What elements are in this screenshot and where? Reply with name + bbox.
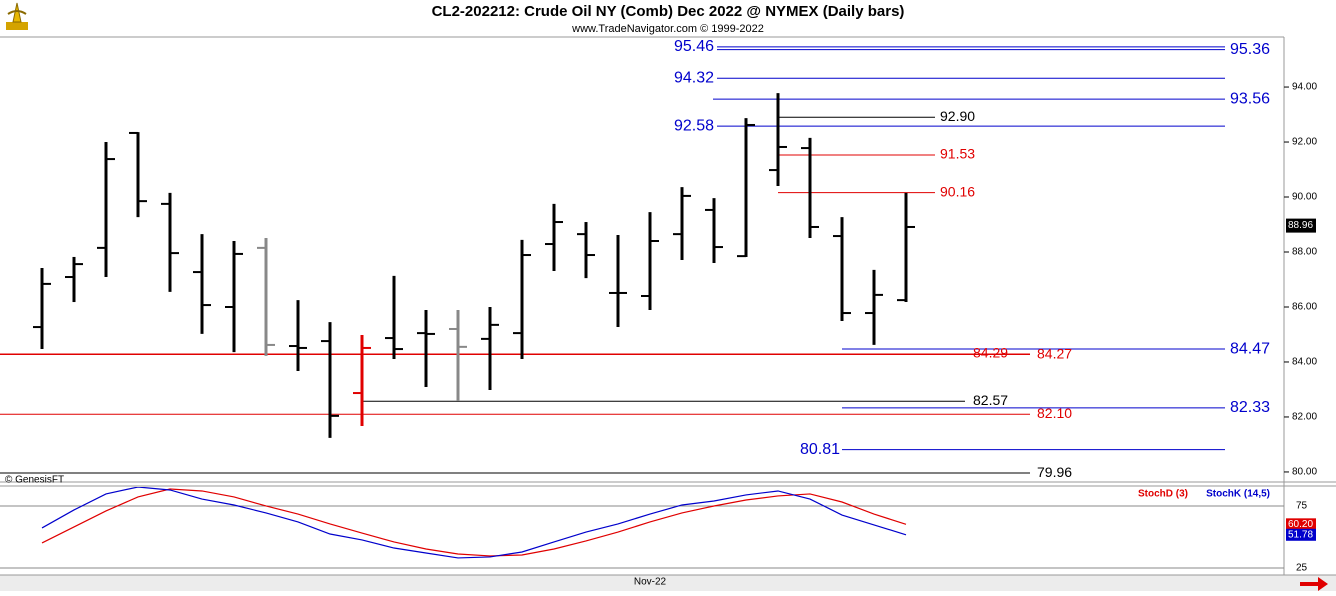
level-label: 91.53 (940, 146, 975, 162)
price-tag-label: 88.96 (1288, 220, 1313, 231)
y-tick-label: 25 (1296, 563, 1308, 574)
legend-entry: StochK (14,5) (1206, 489, 1270, 500)
stoch-panel (0, 487, 1284, 569)
chart-title: CL2-202212: Crude Oil NY (Comb) Dec 2022… (432, 3, 905, 20)
logo (6, 2, 28, 30)
level-label: 80.81 (800, 441, 840, 458)
y-tick-label: 94.00 (1292, 82, 1317, 93)
level-label: 92.58 (674, 117, 714, 134)
value-tag-label: 51.78 (1288, 529, 1313, 540)
level-label: 82.33 (1230, 399, 1270, 416)
y-tick-label: 82.00 (1292, 412, 1317, 423)
scroll-arrow[interactable] (1300, 577, 1328, 591)
stoch-line (41, 487, 907, 559)
y-tick-label: 86.00 (1292, 302, 1317, 313)
y-tick-label: 88.00 (1292, 247, 1317, 258)
y-tick-label: 84.00 (1292, 357, 1317, 368)
level-label: 84.47 (1230, 340, 1270, 357)
legend-entry: StochD (3) (1138, 489, 1188, 500)
value-tag-label: 60.20 (1288, 519, 1313, 530)
annotation: © GenesisFT (5, 475, 64, 486)
y-tick-label: 75 (1296, 501, 1308, 512)
level-label: 95.46 (674, 38, 714, 55)
level-label: 79.96 (1037, 464, 1072, 480)
level-label: 84.27 (1037, 345, 1072, 361)
price-panel (0, 46, 1225, 474)
level-label: 95.36 (1230, 41, 1270, 58)
date-strip (0, 575, 1336, 591)
level-label: 84.29 (973, 345, 1008, 361)
level-label: 82.57 (973, 392, 1008, 408)
level-label: 93.56 (1230, 90, 1270, 107)
value-tag (1286, 518, 1316, 531)
y-tick-label: 80.00 (1292, 467, 1317, 478)
level-label: 94.32 (674, 69, 714, 86)
price-tag (1286, 218, 1316, 233)
y-tick-label: 90.00 (1292, 192, 1317, 203)
value-tag (1286, 528, 1316, 541)
chart-subtitle: www.TradeNavigator.com © 1999-2022 (571, 23, 764, 35)
level-label: 90.16 (940, 183, 975, 199)
y-tick-label: 92.00 (1292, 137, 1317, 148)
x-tick-label: Nov-22 (634, 577, 667, 588)
level-label: 82.10 (1037, 405, 1072, 421)
stoch-line (41, 488, 907, 557)
level-label: 92.90 (940, 108, 975, 124)
